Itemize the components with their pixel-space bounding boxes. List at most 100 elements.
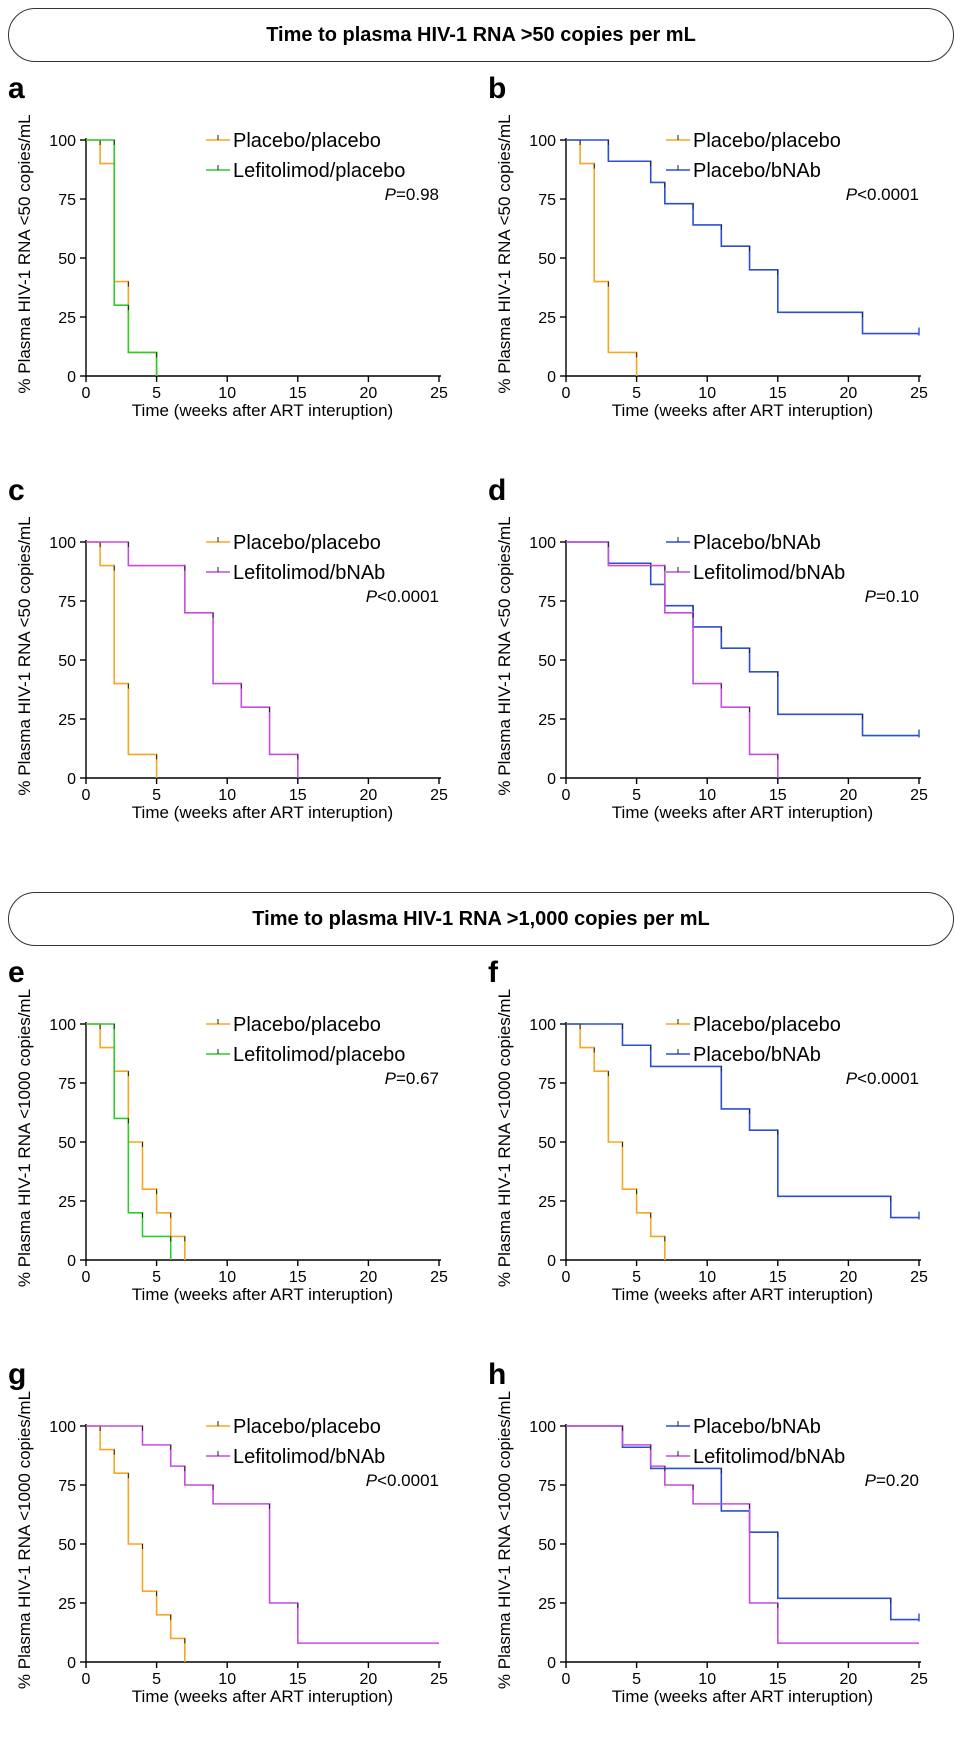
x-tick-label: 15 [769,787,787,804]
x-axis-title: Time (weeks after ART interuption) [132,1687,393,1706]
km-curve-placebo-placebo [86,139,158,376]
x-tick-label: 5 [632,1269,641,1286]
km-curve-placebo-placebo [566,139,638,376]
y-tick-label: 75 [58,192,76,209]
y-tick-label: 0 [547,369,556,386]
km-panel-f: f 0 25 50 75 100 0 5 10 15 20 25 Time (weeks after A… [488,956,928,1304]
y-axis-title: % Plasma HIV-1 RNA <50 copies/mL [15,114,34,393]
p-value: P<0.0001 [846,1069,919,1088]
x-tick-label: 5 [152,385,161,402]
y-tick-label: 75 [58,1076,76,1093]
p-value: P<0.0001 [366,1471,439,1490]
km-panel-e: e 0 25 50 75 100 0 5 10 15 20 25 Time (weeks after A… [8,956,448,1304]
x-tick-label: 20 [840,1269,858,1286]
y-axis-title: % Plasma HIV-1 RNA <1000 copies/mL [15,989,34,1287]
y-tick-label: 75 [538,594,556,611]
y-tick-label: 100 [529,133,556,150]
y-tick-label: 25 [58,712,76,729]
p-value: P<0.0001 [846,185,919,204]
km-curve-lefitolimod-bnab [566,1425,919,1644]
x-tick-label: 10 [698,787,716,804]
legend-label: Placebo/placebo [233,130,381,152]
x-tick-label: 10 [218,385,236,402]
x-tick-label: 0 [82,787,91,804]
p-value: P=0.98 [385,185,439,204]
km-panel-b: b 0 25 50 75 100 0 5 10 15 20 25 Time (weeks after A… [488,72,928,420]
y-tick-label: 100 [529,1419,556,1436]
legend-label: Placebo/placebo [693,1014,841,1036]
legend-label: Lefitolimod/placebo [233,160,405,182]
y-tick-label: 75 [58,1478,76,1495]
x-tick-label: 0 [82,1671,91,1688]
y-tick-label: 50 [538,1135,556,1152]
x-axis-title: Time (weeks after ART interuption) [132,1285,393,1304]
km-panel-a: a 0 25 50 75 100 0 5 10 15 20 25 Time (weeks after A… [8,72,448,420]
y-tick-label: 25 [58,310,76,327]
x-tick-label: 25 [910,787,928,804]
km-panel-d: d 0 25 50 75 100 0 5 10 15 20 25 Time (weeks after A… [488,474,928,822]
panel-letter: a [8,72,25,105]
p-value: P=0.10 [865,587,919,606]
x-tick-label: 25 [910,385,928,402]
legend-label: Placebo/bNAb [693,1044,821,1066]
legend-label: Placebo/bNAb [693,160,821,182]
x-tick-label: 20 [840,787,858,804]
x-tick-label: 25 [430,385,448,402]
y-tick-label: 100 [49,1017,76,1034]
x-tick-label: 0 [562,787,571,804]
x-tick-label: 5 [152,787,161,804]
x-axis-title: Time (weeks after ART interuption) [612,803,873,822]
y-axis-title: % Plasma HIV-1 RNA <50 copies/mL [495,516,514,795]
x-tick-label: 5 [632,787,641,804]
panel-letter: e [8,956,25,989]
y-axis-title: % Plasma HIV-1 RNA <50 copies/mL [15,516,34,795]
y-tick-label: 0 [547,1655,556,1672]
x-tick-label: 0 [562,1269,571,1286]
y-tick-label: 100 [49,133,76,150]
panel-letter: d [488,474,506,507]
km-panel-h: h 0 25 50 75 100 0 5 10 15 20 25 Time (weeks after A… [488,1358,928,1706]
x-tick-label: 25 [430,1671,448,1688]
y-tick-label: 25 [58,1194,76,1211]
x-tick-label: 0 [562,1671,571,1688]
x-tick-label: 20 [840,1671,858,1688]
y-axis-title: % Plasma HIV-1 RNA <50 copies/mL [495,114,514,393]
x-tick-label: 15 [289,385,307,402]
legend-label: Placebo/placebo [233,1014,381,1036]
y-tick-label: 50 [538,1537,556,1554]
legend-label: Placebo/placebo [233,1416,381,1438]
y-axis-title: % Plasma HIV-1 RNA <1000 copies/mL [495,1391,514,1689]
y-tick-label: 0 [547,771,556,788]
legend-label: Lefitolimod/placebo [233,1044,405,1066]
x-tick-label: 20 [840,385,858,402]
x-tick-label: 15 [289,787,307,804]
x-tick-label: 10 [698,385,716,402]
y-tick-label: 75 [58,594,76,611]
x-tick-label: 15 [289,1671,307,1688]
x-axis-title: Time (weeks after ART interuption) [612,1285,873,1304]
km-curve-placebo-bnab [566,1023,919,1219]
legend-label: Placebo/bNAb [693,532,821,554]
x-tick-label: 25 [430,787,448,804]
p-value: P<0.0001 [366,587,439,606]
km-curve-lefitolimod-placebo [86,1023,172,1260]
y-tick-label: 25 [538,712,556,729]
x-tick-label: 5 [152,1269,161,1286]
p-value: P=0.67 [385,1069,439,1088]
x-tick-label: 15 [289,1269,307,1286]
y-axis-title: % Plasma HIV-1 RNA <1000 copies/mL [495,989,514,1287]
y-tick-label: 0 [67,1655,76,1672]
y-tick-label: 75 [538,1478,556,1495]
legend-label: Lefitolimod/bNAb [233,562,385,584]
y-tick-label: 50 [58,1135,76,1152]
x-tick-label: 10 [698,1671,716,1688]
x-tick-label: 10 [218,787,236,804]
km-curve-placebo-placebo [86,1023,186,1260]
x-tick-label: 15 [769,385,787,402]
legend-label: Lefitolimod/bNAb [693,1446,845,1468]
panel-letter: g [8,1358,26,1391]
y-tick-label: 25 [538,310,556,327]
y-tick-label: 50 [58,1537,76,1554]
km-curve-placebo-bnab [566,139,919,335]
x-tick-label: 0 [82,1269,91,1286]
